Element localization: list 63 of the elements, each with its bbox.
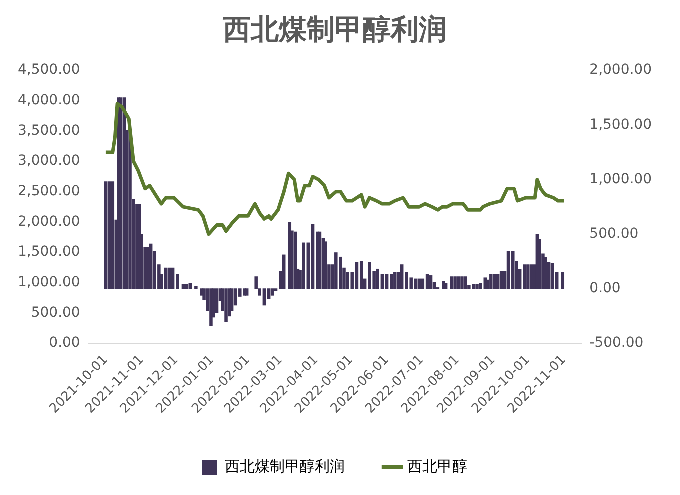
bar: [270, 288, 274, 296]
legend-label: 西北煤制甲醇利润: [225, 457, 345, 476]
bar: [550, 264, 554, 290]
y-tick-label: 2,500.00: [18, 184, 80, 200]
bar: [544, 256, 548, 290]
bar: [500, 271, 504, 290]
y-tick-label: 3,500.00: [18, 122, 80, 139]
bar: [282, 254, 286, 290]
bar: [182, 284, 186, 290]
y-tick-label: 1,500.00: [18, 244, 80, 260]
bar: [294, 232, 298, 290]
y2-tick-label: 1,500.00: [590, 116, 652, 133]
bar: [444, 283, 448, 290]
bar: [418, 278, 422, 290]
bar: [454, 276, 457, 290]
bar: [496, 274, 500, 290]
bar: [168, 268, 172, 290]
bar: [561, 272, 565, 290]
bar: [450, 276, 454, 290]
y-tick-label: 2,000.00: [18, 214, 80, 230]
bar: [318, 232, 322, 290]
bar: [128, 130, 132, 290]
bar: [224, 288, 228, 322]
bar: [394, 272, 397, 290]
y2-tick-label: 2,000.00: [590, 62, 652, 78]
bar: [149, 244, 153, 290]
bar: [426, 274, 430, 290]
bar: [464, 276, 468, 290]
legend-label: 西北甲醇: [408, 457, 468, 476]
y-tick-label: 3,000.00: [18, 153, 80, 170]
y-tick-label: 4,000.00: [18, 92, 80, 109]
bar: [311, 224, 315, 290]
bar: [215, 288, 219, 314]
bar: [324, 242, 328, 290]
bar: [194, 286, 198, 290]
bar: [104, 182, 108, 290]
y2-tick-label: -500.00: [590, 335, 644, 352]
bar: [245, 288, 249, 296]
bar: [119, 98, 123, 290]
y-tick-label: 500.00: [31, 304, 80, 321]
bar: [476, 284, 479, 290]
y-tick-label: 0.00: [49, 335, 80, 352]
bar: [108, 182, 112, 290]
bar: [111, 182, 115, 290]
y2-tick-label: 500.00: [590, 226, 639, 242]
bar: [146, 247, 150, 290]
y-tick-label: 1,000.00: [18, 274, 80, 291]
y2-tick-label: 1,000.00: [590, 171, 652, 188]
bar: [530, 264, 534, 290]
bar: [429, 276, 433, 290]
y2-tick-label: 0.00: [590, 280, 621, 297]
chart-title: 西北煤制甲醇利润: [222, 13, 447, 46]
bar: [360, 261, 364, 290]
bar: [185, 284, 189, 290]
y-tick-label: 4,500.00: [18, 62, 80, 78]
bar: [164, 268, 168, 290]
bar: [421, 278, 425, 290]
bar: [526, 264, 530, 290]
bar: [188, 283, 192, 290]
bar: [460, 276, 464, 290]
bar: [493, 274, 496, 290]
bar: [490, 274, 493, 290]
bar: [457, 276, 460, 290]
